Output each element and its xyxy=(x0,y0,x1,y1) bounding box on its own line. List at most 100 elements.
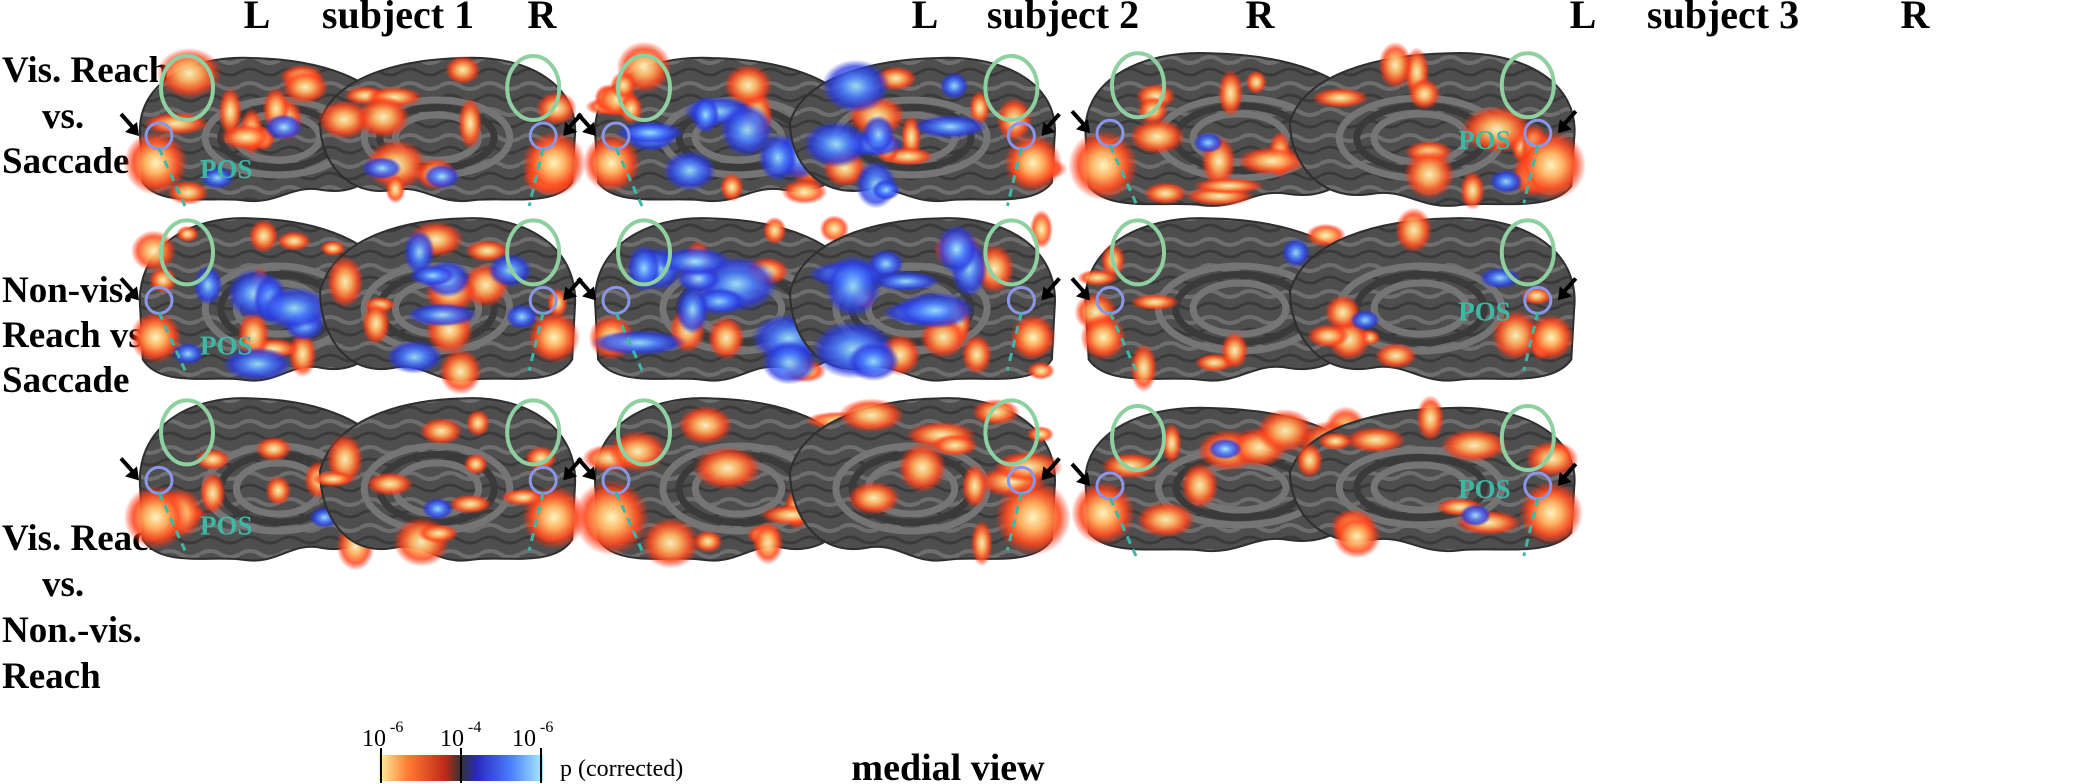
activation-hot xyxy=(439,348,482,395)
activation-hot xyxy=(448,494,493,514)
activation-hot xyxy=(1217,69,1244,117)
activation-hot xyxy=(1143,182,1188,205)
left-hemisphere xyxy=(123,47,397,205)
activation-cold xyxy=(1193,132,1223,154)
activation-cold xyxy=(867,249,904,279)
activation-hot xyxy=(463,453,488,475)
activation-hot xyxy=(1311,87,1370,109)
arrow-head-icon xyxy=(1076,286,1090,301)
activation-cold xyxy=(361,157,402,180)
activation-hot xyxy=(641,517,700,569)
region-ring-green xyxy=(505,398,562,467)
colorbar-exp-1: -6 xyxy=(390,719,403,736)
activation-hot xyxy=(847,481,901,515)
pos-line xyxy=(614,147,644,207)
pos-line xyxy=(157,311,187,372)
activation-hot xyxy=(123,131,188,195)
row2-label-line2: Reach vs. xyxy=(2,315,152,356)
activation-cold xyxy=(1281,238,1311,268)
activation-hot xyxy=(528,311,580,364)
activation-cold xyxy=(847,341,900,382)
row2-label-line3: Saccade xyxy=(2,360,129,401)
brain-panels: POS POS POS POS POS POS xyxy=(119,41,1586,571)
activation-hot xyxy=(573,479,650,556)
activation-hot xyxy=(1408,78,1441,110)
colorbar-exp-3: -6 xyxy=(540,719,553,736)
row3-label-line4: Reach xyxy=(2,656,101,697)
activation-hot xyxy=(1332,514,1382,559)
arrow-head-icon xyxy=(1557,286,1572,301)
subject3-title: subject 3 xyxy=(1647,0,1799,37)
activation-cold xyxy=(691,96,720,134)
panel-subject1-row1: POS xyxy=(119,47,586,207)
pos-line xyxy=(157,147,187,207)
row1-label-line2: vs. xyxy=(42,96,84,137)
arrow-head-icon xyxy=(1076,472,1090,486)
panel-subject2-row2 xyxy=(576,209,1061,385)
right-hemisphere xyxy=(312,397,586,567)
corpus-callosum-arc xyxy=(1370,279,1471,338)
region-ring-green xyxy=(983,218,1040,287)
activation-hot xyxy=(1491,310,1540,361)
activation-hot xyxy=(1528,314,1574,361)
activation-hot xyxy=(312,470,355,488)
panel-subject3-row2: POS xyxy=(1070,207,1578,393)
activation-cold xyxy=(193,265,223,306)
pos-label: POS xyxy=(1458,296,1511,326)
activation-cold xyxy=(824,254,882,318)
activation-hot xyxy=(465,409,491,437)
activation-hot xyxy=(677,405,733,445)
colorbar: 10 -6 10 -4 10 -6 p (corrected) xyxy=(362,719,683,783)
activation-hot xyxy=(1130,293,1180,311)
arrow-head-icon xyxy=(582,466,596,481)
activation-hot xyxy=(1519,481,1583,545)
activation-hot xyxy=(931,434,979,457)
activation-cold xyxy=(758,133,798,182)
pos-label: POS xyxy=(200,510,253,540)
activation-hot xyxy=(1136,501,1196,538)
activation-cold xyxy=(761,340,818,385)
subject1-right-label: R xyxy=(528,0,558,37)
pos-line xyxy=(157,491,187,552)
activation-hot xyxy=(276,231,312,252)
pos-line xyxy=(1005,147,1023,207)
activation-hot xyxy=(123,485,188,550)
activation-hot xyxy=(1460,171,1485,210)
activation-hot xyxy=(356,95,410,139)
panel-subject3-row3: POS xyxy=(1070,395,1583,559)
pos-line xyxy=(527,147,545,207)
region-ring-green xyxy=(616,54,672,122)
region-ring-green xyxy=(1110,404,1166,472)
activation-hot xyxy=(361,302,391,345)
activation-hot xyxy=(1345,426,1406,454)
activation-cold xyxy=(264,114,303,141)
activation-hot xyxy=(1026,426,1055,443)
colorbar-label: p (corrected) xyxy=(560,756,683,782)
activation-cold xyxy=(939,72,969,100)
activation-cold xyxy=(1459,504,1492,527)
arrow-head-icon xyxy=(582,122,596,136)
activation-hot xyxy=(419,417,463,445)
activation-hot xyxy=(1317,432,1353,451)
activation-cold xyxy=(720,103,774,157)
activation-cold xyxy=(861,115,895,155)
activation-cold xyxy=(386,340,443,374)
arrow-head-icon xyxy=(1041,286,1056,301)
activation-hot xyxy=(1374,343,1418,369)
corpus-callosum-arc xyxy=(1353,454,1488,521)
activation-hot xyxy=(1403,149,1455,200)
left-hemisphere xyxy=(582,41,862,203)
activation-hot xyxy=(1029,209,1053,249)
activation-cold xyxy=(172,342,205,365)
pos-line xyxy=(1522,144,1540,204)
colorbar-tick-2: 10 xyxy=(440,726,464,752)
subject1-left-label: L xyxy=(244,0,271,37)
corpus-callosum-arc xyxy=(1370,461,1471,514)
activation-hot xyxy=(1010,314,1056,361)
region-ring-green xyxy=(1499,404,1556,472)
activation-hot xyxy=(582,134,641,192)
activation-hot xyxy=(1130,343,1158,393)
arrow-head-icon xyxy=(1041,122,1056,136)
activation-hot xyxy=(781,179,828,205)
pos-line xyxy=(614,491,644,552)
